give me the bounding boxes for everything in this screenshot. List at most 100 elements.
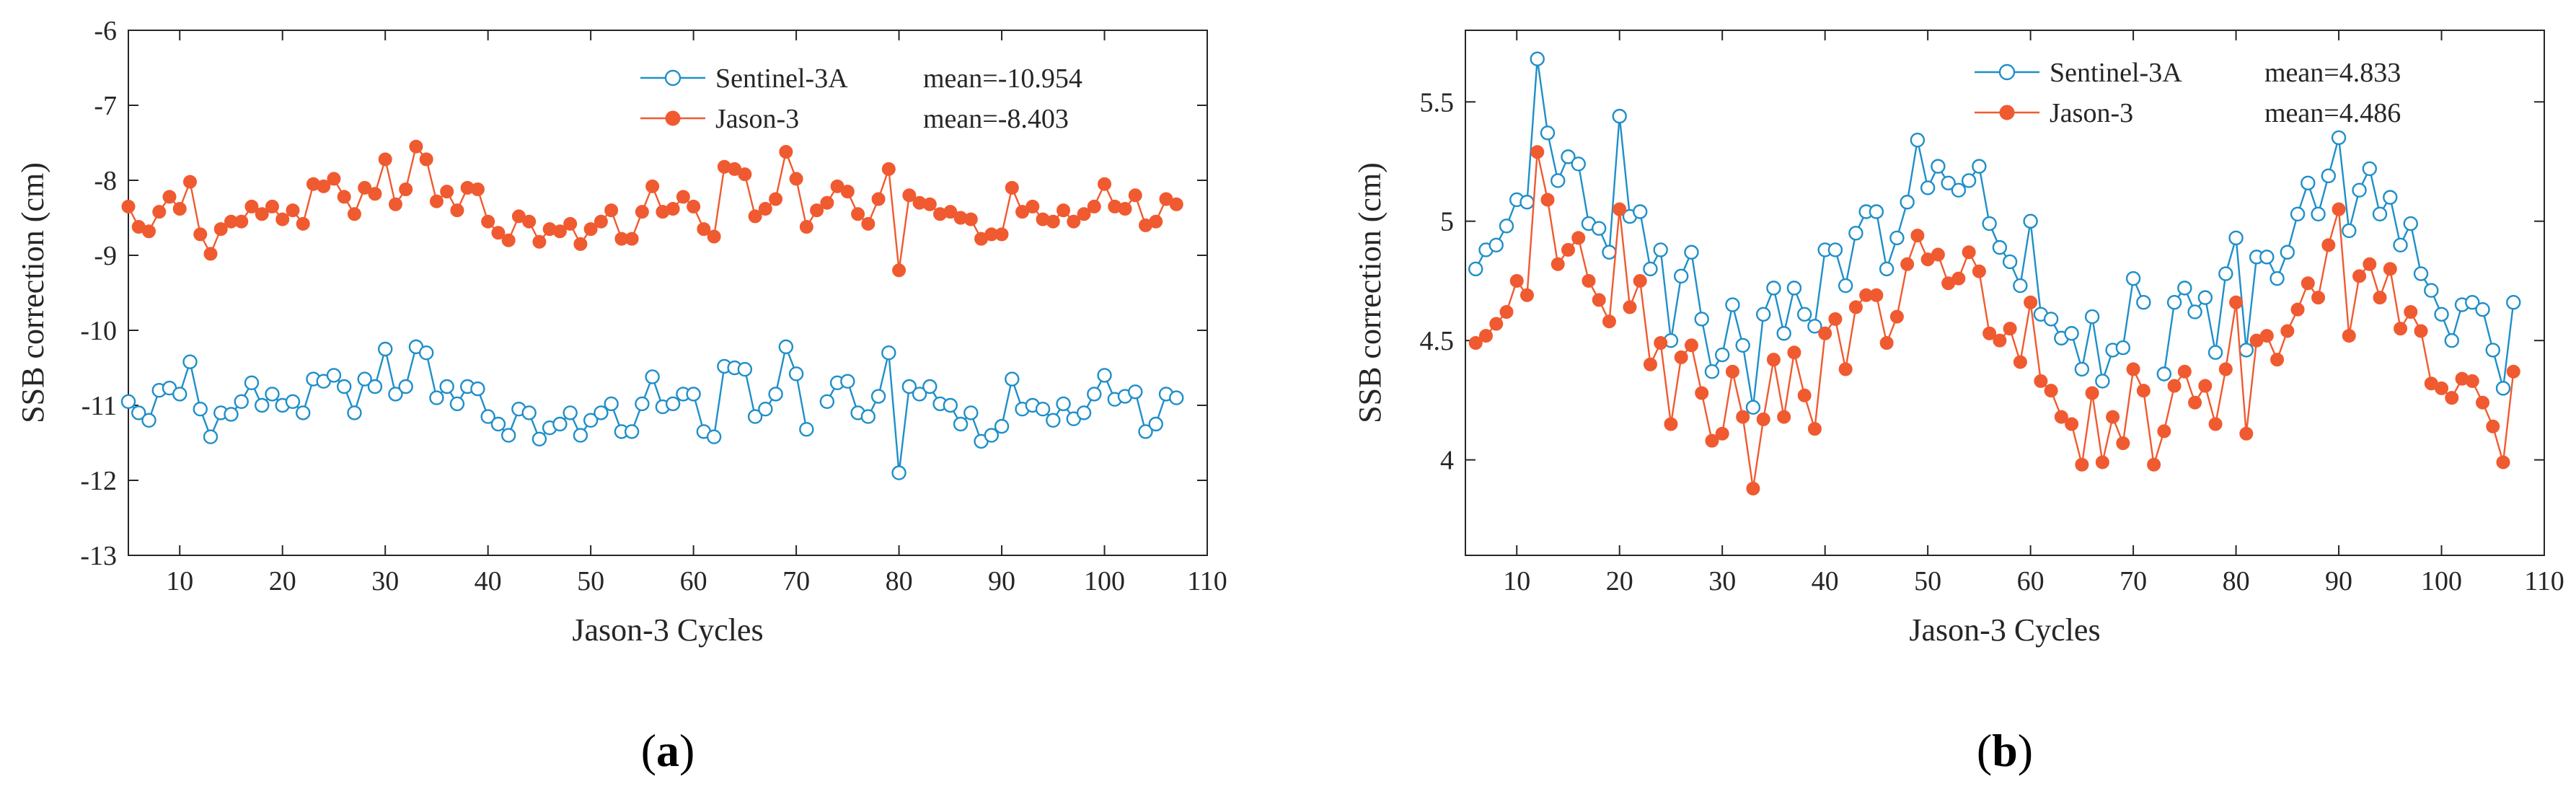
panel-a-x-tick-label: 10	[166, 566, 193, 596]
panel-a-series-sentinel-3a	[120, 339, 1184, 480]
panel-a-series-jason-3-point	[429, 194, 444, 208]
panel-b-series-jason-3-point	[2363, 257, 2377, 271]
panel-a-series-sentinel-3a-point	[521, 405, 537, 420]
panel-b-series-jason-3-point	[2435, 381, 2449, 395]
panel-b-series-sentinel-3a-point	[2270, 270, 2285, 286]
panel-b-series-jason-3-point	[1777, 410, 1791, 424]
panel-a-series-sentinel-3a-point	[470, 381, 485, 397]
panel-a-series-jason-3-point	[121, 199, 136, 213]
panel-b-series-jason-3-point	[2013, 355, 2027, 369]
panel-a-series-sentinel-3a-point	[840, 374, 855, 389]
panel-a-chart: 10 20 30 40 50 60 70 80 90 100 110 -13 -12 -11 -10 -9 -8…	[15, 16, 1227, 776]
panel-b-series-sentinel-3a-point	[1602, 244, 1617, 260]
panel-a-x-tick-label: 30	[371, 566, 399, 596]
panel-a-series-jason-3-point	[902, 188, 917, 203]
panel-a-series-jason-3-point	[481, 214, 495, 229]
panel-b-series-sentinel-3a-point	[1776, 326, 1791, 341]
panel-a-series-jason-3-point	[1149, 214, 1163, 229]
panel-b-x-tick-label: 90	[2325, 566, 2352, 596]
panel-b-series-sentinel-3a-point	[1786, 281, 1802, 296]
panel-a-series-sentinel-3a-point	[645, 369, 660, 384]
panel-a-series-sentinel-3a-point	[953, 416, 969, 432]
panel-b-series-jason-3-point	[2003, 322, 2017, 336]
panel-b-series-jason-3-point	[2208, 417, 2223, 431]
panel-b-series-sentinel-3a-point	[1633, 204, 1648, 219]
panel-a-series-sentinel-3a-point	[203, 429, 219, 444]
panel-a-series-sentinel-3a-point	[963, 405, 979, 420]
panel-a-series-sentinel-3a-point	[429, 390, 444, 405]
panel-b-series-jason-3-point	[2321, 238, 2336, 252]
panel-b-series-sentinel-3a-point	[2321, 168, 2337, 184]
panel-a-series-sentinel-3a-point	[377, 341, 393, 357]
panel-b-series-sentinel-3a-point	[2136, 295, 2151, 310]
panel-a-series-jason-3-point	[234, 214, 249, 229]
panel-b-series-sentinel-3a-point	[1766, 281, 1781, 296]
panel-b-series-sentinel-3a-point	[1796, 307, 1812, 322]
panel-b-x-tick-label: 10	[1503, 566, 1530, 596]
panel-b-series-jason-3-point	[1787, 345, 1801, 360]
panel-b-series-sentinel-3a-point	[2207, 345, 2223, 360]
panel-a-series-sentinel-3a-point	[984, 428, 1000, 443]
panel-b-axes: 10 20 30 40 50 60 70 80 90 100 110 4 4.5 5 5.5 Jason-3 …	[1352, 30, 2564, 776]
panel-b-series-sentinel-3a-point	[2485, 343, 2500, 358]
panel-a-series-sentinel-3a-point	[563, 405, 578, 420]
panel-b-series-sentinel-3a-point	[2228, 230, 2244, 246]
panel-b-series-sentinel-3a-point	[2475, 301, 2490, 317]
panel-a-series-sentinel-3a-point	[706, 429, 722, 444]
panel-b-series-jason-3-point	[2229, 295, 2244, 309]
panel-b-series-jason-3-point	[2136, 384, 2151, 398]
panel-a-series-jason-3-point	[861, 216, 875, 231]
panel-b-series-sentinel-3a	[1468, 51, 2521, 415]
panel-b-series-jason-3-point	[1530, 145, 1545, 159]
panel-b-series-sentinel-3a-point	[2331, 130, 2347, 146]
panel-a-series-sentinel-3a-point	[326, 368, 342, 383]
panel-a-series-jason-3-point	[337, 190, 351, 204]
panel-b-series-jason-3-point	[2352, 269, 2367, 283]
panel-b-series-jason-3-point	[1951, 271, 1966, 286]
panel-a-panel-label: (a)	[641, 725, 695, 776]
panel-a-series-sentinel-3a-point	[234, 394, 249, 409]
panel-a-series-sentinel-3a-point	[265, 387, 280, 402]
panel-b-series-jason-3-point	[2116, 436, 2130, 450]
panel-a-y-tick-label: -13	[80, 541, 117, 571]
panel-a-series-sentinel-3a-point	[583, 413, 599, 428]
panel-b-x-tick-label: 70	[2120, 566, 2147, 596]
panel-a-y-tick-label: -10	[80, 316, 117, 346]
panel-a-series-sentinel-3a-point	[500, 428, 516, 443]
panel-b-series-sentinel-3a-point	[1530, 51, 1545, 66]
panel-a-series-sentinel-3a-point	[686, 387, 701, 402]
panel-b-series-sentinel-3a-point	[1499, 219, 1514, 234]
panel-a-series-sentinel-3a-point	[224, 407, 239, 422]
panel-b-series-jason-3-point	[1519, 288, 1534, 302]
panel-a-series-sentinel-3a-point	[943, 397, 958, 413]
panel-b-series-sentinel-3a-point	[1827, 242, 1843, 257]
panel-a-series-jason-3-point	[645, 179, 660, 193]
panel-b-series-jason-3-point	[1807, 422, 1822, 436]
panel-b-series-jason-3-point	[1838, 362, 1853, 376]
panel-a-series-sentinel-3a-point	[891, 465, 907, 480]
panel-b-series-sentinel-3a-point	[1488, 237, 1504, 253]
panel-b-series-jason-3-point	[1756, 412, 1770, 426]
panel-a-series-sentinel-3a-point	[480, 409, 495, 424]
panel-a-series-sentinel-3a-point	[347, 405, 362, 420]
panel-a-x-tick-label: 20	[269, 566, 296, 596]
panel-b-series-jason-3-point	[2177, 364, 2192, 379]
panel-a-series-jason-3-point	[779, 144, 793, 159]
panel-a-series-sentinel-3a-point	[357, 371, 372, 387]
panel-b-series-sentinel-3a-point	[1684, 244, 1699, 260]
panel-a-series-jason-3-point	[697, 222, 711, 237]
panel-b-series-jason-3-point	[2044, 384, 2058, 398]
panel-a-series-sentinel-3a-point	[604, 396, 619, 412]
panel-b-series-jason-3-point	[1489, 317, 1504, 331]
panel-b-legend-mean: mean=4.486	[2264, 98, 2401, 128]
panel-a-series-sentinel-3a-point	[439, 379, 454, 395]
panel-a-x-axis-label: Jason-3 Cycles	[572, 612, 763, 648]
panel-a-series-jason-3-point	[470, 182, 485, 196]
panel-a-series-sentinel-3a-point	[737, 361, 753, 377]
panel-b-y-tick-label: 5.5	[1420, 87, 1455, 118]
panel-b-series-jason-3-point	[1993, 333, 2007, 348]
panel-b-series-jason-3-point	[2147, 457, 2161, 472]
panel-a-series-sentinel-3a-point	[418, 345, 434, 361]
panel-a-series-sentinel-3a-point	[1097, 368, 1112, 383]
panel-a-series-jason-3	[121, 139, 1183, 278]
